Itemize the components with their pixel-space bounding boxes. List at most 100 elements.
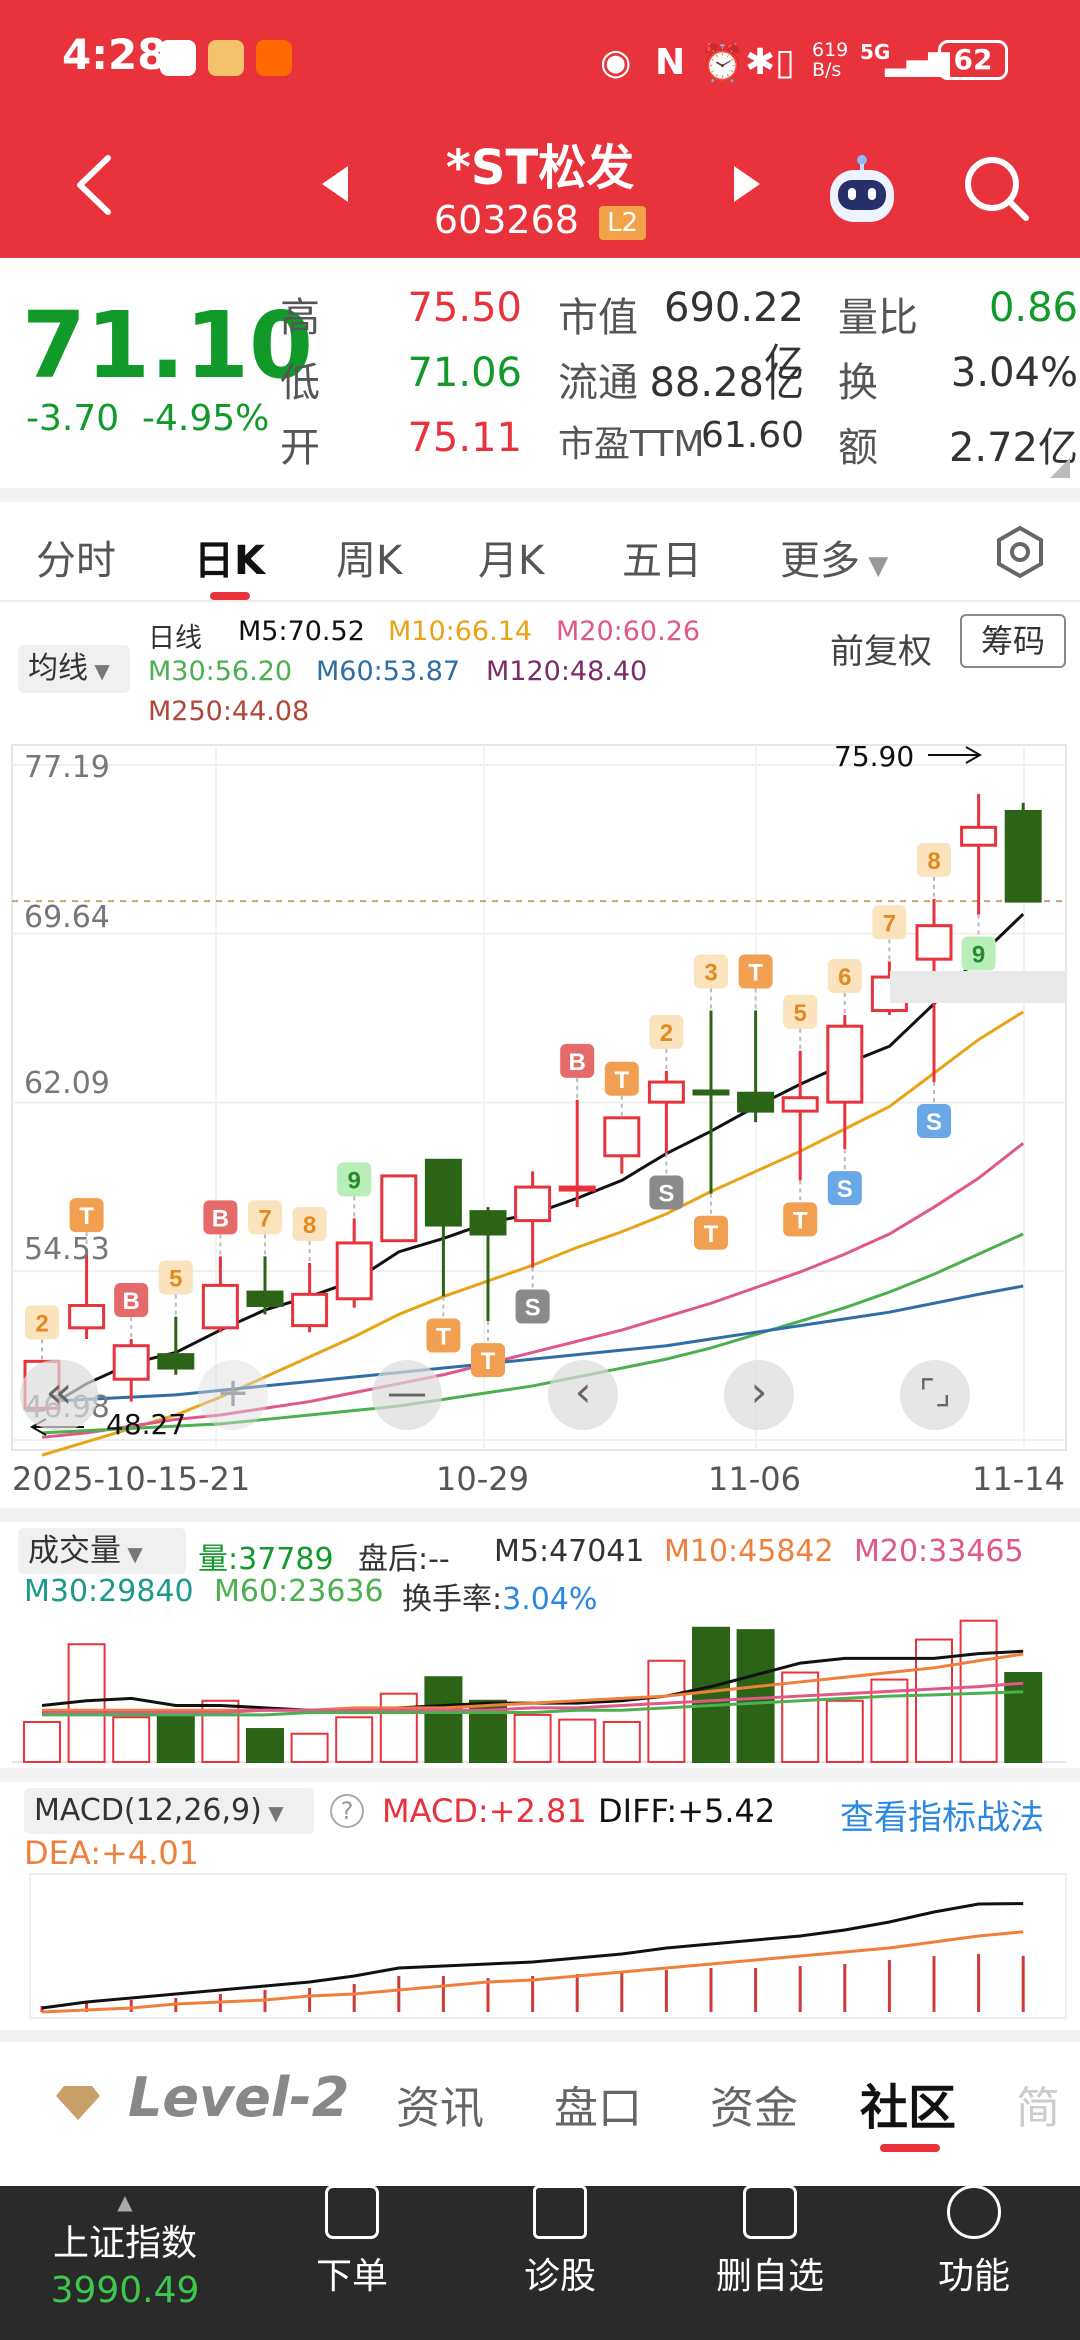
signal-badge [694, 1215, 728, 1250]
tab-news[interactable]: 资讯 [396, 2083, 484, 2134]
candle [960, 825, 998, 847]
fullscreen-button[interactable]: ⌜⌟ [900, 1360, 970, 1430]
x-tick-label: 11-14 [972, 1460, 1065, 1498]
signal-badge [783, 1202, 818, 1237]
active-bottom-tab-indicator [880, 2144, 940, 2152]
prev-stock-icon[interactable] [318, 162, 352, 206]
volume-bar [1004, 1672, 1043, 1763]
y-tick-label: 69.64 [24, 900, 110, 935]
candle [514, 1185, 552, 1223]
index-ticker[interactable]: ▲ 上证指数 3990.49 [0, 2186, 250, 2340]
ma250-value: M250:44.08 [148, 696, 310, 727]
pe-value: 61.60 [700, 415, 804, 456]
diff-line [41, 1902, 1024, 2010]
zoom-in-button[interactable]: + [198, 1360, 268, 1430]
tab-daily-k[interactable]: 日K [194, 538, 265, 584]
volume-ratio-value: 0.86 [988, 285, 1078, 331]
ma-selector[interactable]: 均线 ▼ [18, 645, 130, 693]
dea-value: DEA:+4.01 [24, 1834, 200, 1872]
tab-intraday[interactable]: 分时 [36, 538, 116, 584]
chips-button[interactable]: 筹码 [960, 614, 1066, 668]
robot-assistant-icon[interactable] [822, 148, 902, 228]
back-icon[interactable] [70, 150, 120, 220]
nav-diagnose-stock[interactable]: 诊股 [470, 2185, 650, 2299]
high-marker-label: 75.90 [834, 740, 915, 773]
volume-bar [290, 1732, 329, 1763]
help-icon[interactable]: ? [330, 1794, 364, 1828]
vol-ma60: M60:23636 [214, 1574, 384, 1609]
chart-settings-icon[interactable] [990, 522, 1050, 582]
volume-bar [825, 1699, 864, 1763]
nav-functions[interactable]: 功能 [884, 2185, 1064, 2299]
market-cap-value: 690.22亿 [664, 285, 804, 387]
volume-chart[interactable] [0, 1612, 1080, 1768]
volume-ma-line-m10 [42, 1652, 1024, 1712]
indicator-strategy-link[interactable]: 查看指标战法 [840, 1798, 1044, 1838]
active-tab-indicator [210, 592, 250, 600]
signal-badge [337, 1162, 372, 1197]
volume-bar [647, 1659, 686, 1763]
ma60-value: M60:53.87 [316, 656, 461, 687]
candle [112, 1344, 150, 1381]
open-value: 75.11 [407, 415, 522, 461]
app-notification-icon [208, 40, 244, 76]
kline-chart[interactable]: 2 T B 5 B 7 8 9 T T S B T 2 S 3 T T 5 T 6 S 7 8 S 9 [0, 735, 1080, 1495]
tab-fund-flow[interactable]: 资金 [710, 2083, 798, 2134]
expand-corner-icon[interactable] [1050, 458, 1070, 478]
signal-badge [114, 1283, 149, 1318]
nav-place-order[interactable]: 下单 [262, 2185, 442, 2299]
tab-weekly-k[interactable]: 周K [336, 538, 403, 584]
signal-badge [649, 1175, 684, 1210]
signal-badge [203, 1200, 238, 1235]
scroll-left-button[interactable]: ‹ [548, 1360, 618, 1430]
signal-badge [426, 1318, 461, 1353]
ma5-value: M5:70.52 [238, 616, 365, 647]
tab-level2[interactable]: Level-2 [128, 2066, 350, 2129]
price-change: -3.70 [26, 398, 120, 439]
stock-code: 603268 [433, 198, 579, 242]
rewind-button[interactable]: « [20, 1360, 98, 1430]
net-speed: 619 B/s [812, 39, 849, 81]
adjust-mode[interactable]: 前复权 [830, 632, 932, 672]
float-cap-value: 88.28亿 [649, 360, 804, 406]
next-stock-icon[interactable] [730, 162, 764, 206]
volume-value: 量:37789 [198, 1542, 334, 1577]
tab-five-day[interactable]: 五日 [622, 538, 702, 584]
signal-badge [248, 1200, 282, 1235]
y-tick-label: 54.53 [24, 1232, 110, 1267]
macd-indicator-selector[interactable]: MACD(12,26,9) ▼ [24, 1788, 314, 1834]
volume-indicator-selector[interactable]: 成交量 ▼ [18, 1528, 186, 1574]
divider [0, 488, 1080, 502]
high-value: 75.50 [407, 285, 522, 331]
volume-ma-line-m20 [42, 1681, 1024, 1715]
tab-more[interactable]: 更多 ▼ [780, 538, 889, 584]
volume-bar [513, 1713, 552, 1764]
low-label: 低 [280, 360, 320, 406]
signal-badge-label: 7 [883, 910, 896, 937]
candle [469, 1210, 507, 1236]
amount-label: 额 [838, 425, 878, 471]
nav-remove-watchlist[interactable]: 删自选 [680, 2185, 860, 2299]
signal-badge [560, 1043, 595, 1078]
vol-turnover: 换手率:3.04% [402, 1582, 598, 1617]
candle [826, 1024, 864, 1104]
volume-ma-line-m30 [42, 1690, 1024, 1717]
zoom-out-button[interactable]: — [372, 1360, 442, 1430]
signal-badge [827, 959, 862, 994]
collapse-up-icon[interactable]: ▲ [117, 2190, 133, 2214]
battery-icon: 62 [938, 40, 1008, 80]
bluetooth-icon: ✱ [745, 42, 776, 83]
alarm-icon: ⏰ [700, 43, 745, 84]
scroll-right-button[interactable]: › [724, 1360, 794, 1430]
signal-badge-label: B [123, 1288, 140, 1315]
macd-chart[interactable] [0, 1872, 1080, 2020]
signal-badge-label: T [614, 1067, 629, 1094]
search-icon[interactable] [958, 150, 1038, 230]
y-tick-label: 77.19 [24, 750, 110, 785]
tab-monthly-k[interactable]: 月K [478, 538, 545, 584]
tab-profile[interactable]: 简 [1016, 2083, 1060, 2134]
tab-order-book[interactable]: 盘口 [554, 2083, 642, 2134]
diamond-icon [56, 2086, 100, 2120]
nfc-icon: N [655, 42, 686, 83]
tab-community[interactable]: 社区 [860, 2080, 957, 2136]
